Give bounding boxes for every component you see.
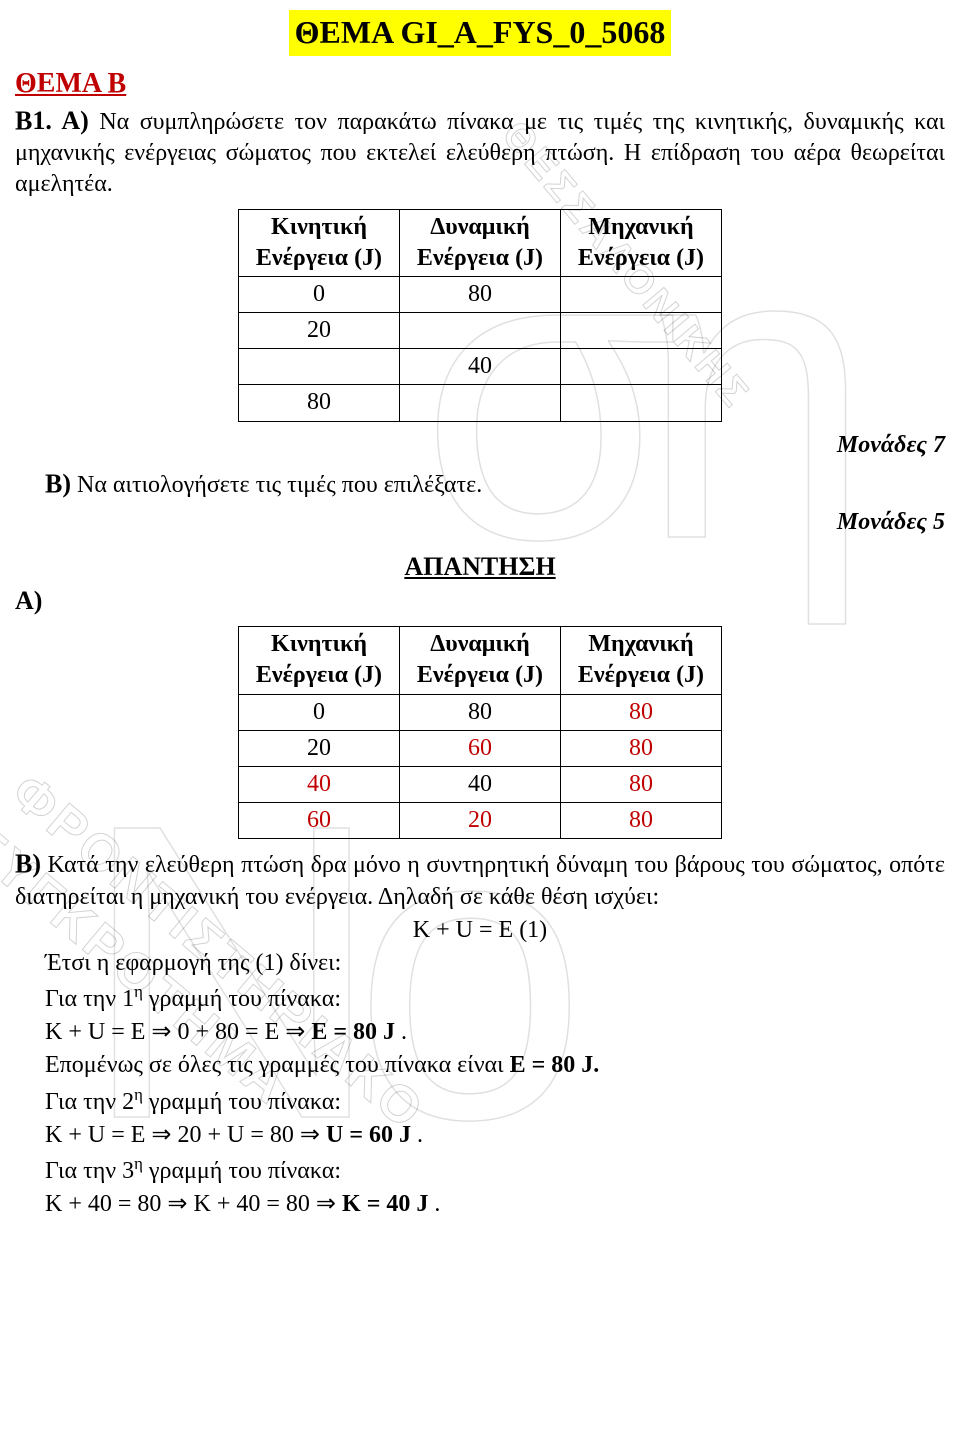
partB-label: Β) (45, 469, 71, 498)
page-title: ΘΕΜΑ GI_A_FYS_0_5068 (289, 10, 672, 56)
partB-text: Να αιτιολογήσετε τις τιμές που επιλέξατε… (71, 472, 482, 498)
b-label: Β) (15, 849, 41, 878)
table-row: 404080 (239, 766, 722, 802)
question-b1b: Β) Να αιτιολογήσετε τις τιμές που επιλέξ… (45, 467, 945, 501)
table-row: 602080 (239, 803, 722, 839)
table-cell: 80 (561, 694, 722, 730)
table-cell: 20 (239, 730, 400, 766)
table1-header-2: ΜηχανικήΕνέργεια (J) (561, 209, 722, 276)
table2-header-0: ΚινητικήΕνέργεια (J) (239, 627, 400, 694)
answer-a-label: Α) (15, 584, 945, 618)
table-cell: 40 (239, 766, 400, 802)
line9c: . (428, 1191, 440, 1217)
title-wrap: ΘΕΜΑ GI_A_FYS_0_5068 (15, 10, 945, 56)
table-cell (400, 313, 561, 349)
line5a: Επομένως σε όλες τις γραμμές του πίνακα … (45, 1052, 510, 1078)
line5b: E = 80 J. (510, 1052, 600, 1078)
table1-header-0: ΚινητικήΕνέργεια (J) (239, 209, 400, 276)
table-cell: 20 (239, 313, 400, 349)
table1-body: 080204080 (239, 276, 722, 421)
table-row: 80 (239, 385, 722, 421)
a-label: Α) (15, 586, 42, 615)
question-b1a: Β1. Α) Να συμπληρώσετε τον παρακάτω πίνα… (15, 104, 945, 201)
table2-header-1: ΔυναμικήΕνέργεια (J) (400, 627, 561, 694)
table1-header-1: ΔυναμικήΕνέργεια (J) (400, 209, 561, 276)
line4a: K + U = E ⇒ 0 + 80 = E ⇒ (45, 1019, 311, 1045)
table-cell: 20 (400, 803, 561, 839)
table-answer: ΚινητικήΕνέργεια (J) ΔυναμικήΕνέργεια (J… (238, 626, 722, 839)
line9b: K = 40 J (342, 1191, 428, 1217)
line-4: K + U = E ⇒ 0 + 80 = E ⇒ E = 80 J . (45, 1017, 945, 1048)
line-2: Έτσι η εφαρμογή της (1) δίνει: (45, 948, 945, 979)
table-cell: 80 (400, 694, 561, 730)
table-cell (561, 385, 722, 421)
table-cell: 80 (561, 766, 722, 802)
line-3: Για την 1η γραμμή του πίνακα: (45, 981, 945, 1015)
monades-5: Μονάδες 5 (15, 507, 945, 538)
table-cell (561, 276, 722, 312)
table-row: 40 (239, 349, 722, 385)
table-cell (239, 349, 400, 385)
line-5: Επομένως σε όλες τις γραμμές του πίνακα … (45, 1050, 945, 1081)
table-cell: 0 (239, 276, 400, 312)
b1a-label: Β1. Α) (15, 106, 89, 135)
thema-b-heading: ΘΕΜΑ Β (15, 66, 945, 102)
line9a: K + 40 = 80 ⇒ K + 40 = 80 ⇒ (45, 1191, 342, 1217)
table-cell: 80 (400, 276, 561, 312)
table-row: 20 (239, 313, 722, 349)
answer-b-explanation: Β) Κατά την ελεύθερη πτώση δρα μόνο η συ… (15, 847, 945, 912)
table-cell: 60 (400, 730, 561, 766)
table2-header-2: ΜηχανικήΕνέργεια (J) (561, 627, 722, 694)
line-6: Για την 2η γραμμή του πίνακα: (45, 1084, 945, 1118)
table-row: 08080 (239, 694, 722, 730)
table-cell: 80 (561, 803, 722, 839)
equation-1: K + U = E (1) (15, 915, 945, 946)
table-cell: 80 (239, 385, 400, 421)
table-cell (400, 385, 561, 421)
line-7: K + U = E ⇒ 20 + U = 80 ⇒ U = 60 J . (45, 1120, 945, 1151)
line7b: U = 60 J (326, 1122, 411, 1148)
monades-7: Μονάδες 7 (15, 430, 945, 461)
table-cell: 40 (400, 766, 561, 802)
answer-heading: ΑΠΑΝΤΗΣΗ (15, 550, 945, 584)
table-row: 206080 (239, 730, 722, 766)
table-question: ΚινητικήΕνέργεια (J) ΔυναμικήΕνέργεια (J… (238, 209, 722, 422)
table-cell: 0 (239, 694, 400, 730)
line7c: . (411, 1122, 423, 1148)
line4c: . (395, 1019, 407, 1045)
thema-b-label: ΘΕΜΑ Β (15, 68, 126, 99)
b-expl1: Κατά την ελεύθερη πτώση δρα μόνο η συντη… (15, 852, 945, 909)
line4b: E = 80 J (311, 1019, 395, 1045)
line-8: Για την 3η γραμμή του πίνακα: (45, 1153, 945, 1187)
table-cell: 60 (239, 803, 400, 839)
table-cell (561, 313, 722, 349)
line7a: K + U = E ⇒ 20 + U = 80 ⇒ (45, 1122, 326, 1148)
table-cell: 80 (561, 730, 722, 766)
b1a-text: Να συμπληρώσετε τον παρακάτω πίνακα με τ… (15, 109, 945, 197)
table-cell: 40 (400, 349, 561, 385)
table2-body: 08080206080404080602080 (239, 694, 722, 839)
line-9: K + 40 = 80 ⇒ K + 40 = 80 ⇒ K = 40 J . (45, 1189, 945, 1220)
table-row: 080 (239, 276, 722, 312)
table-cell (561, 349, 722, 385)
